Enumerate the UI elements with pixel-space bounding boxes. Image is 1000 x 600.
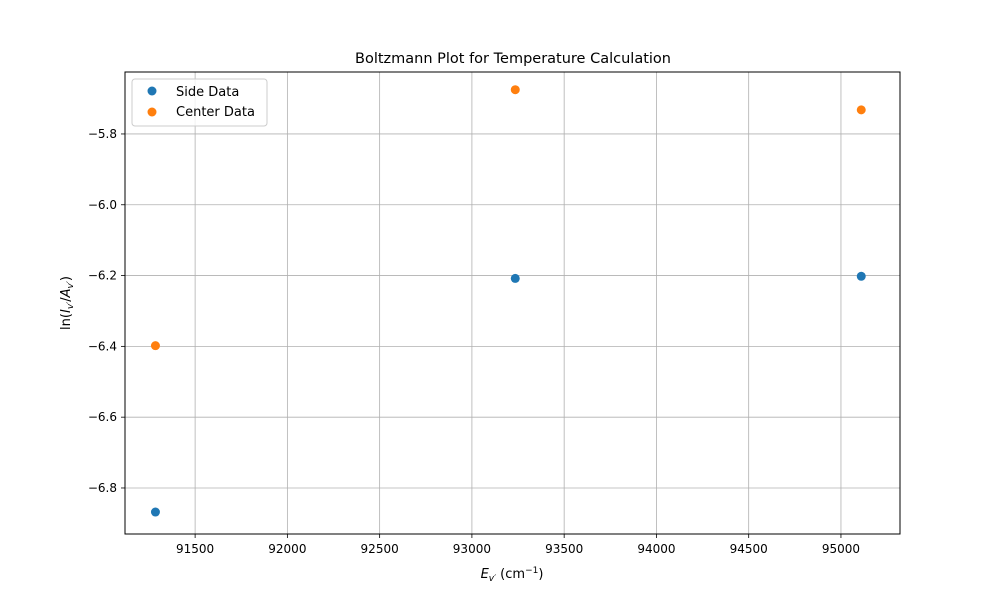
y-label-subscript-1: v′	[66, 302, 76, 309]
legend-box	[131, 78, 268, 127]
y-label-coefficient: A	[59, 289, 74, 299]
data-point-side-data	[856, 271, 866, 281]
y-axis-ticks: −6.8 −6.6 −6.4 −6.2 −6.0 −5.8	[88, 127, 125, 495]
y-label-close: )	[59, 276, 74, 281]
legend-label-side-data: Side Data	[176, 85, 239, 100]
chart-title: Boltzmann Plot for Temperature Calculati…	[355, 51, 671, 67]
grid-lines	[125, 72, 900, 534]
x-axis-label: Ev′ (cm−1)	[481, 566, 544, 584]
y-label-subscript-2: v′	[66, 281, 76, 288]
x-tick-label: 92000	[268, 542, 306, 556]
data-point-center-data	[856, 105, 866, 115]
y-tick-label: −6.6	[88, 410, 117, 424]
y-tick-label: −6.4	[88, 339, 117, 353]
x-label-unit: (cm	[500, 567, 525, 582]
x-axis-ticks: 91500 92000 92500 93000 93500 94000 94500 95000	[176, 534, 860, 556]
x-label-close: )	[538, 567, 543, 582]
x-tick-label: 92500	[361, 542, 399, 556]
y-label-prefix: ln(	[59, 313, 74, 330]
y-axis-label: ln(Iv′/Av′)	[59, 276, 76, 330]
x-tick-label: 93000	[453, 542, 491, 556]
legend-marker-center-data	[147, 107, 157, 117]
y-tick-label: −5.8	[88, 127, 117, 141]
data-point-center-data	[510, 85, 520, 95]
x-label-superscript: −1	[525, 566, 538, 576]
plot-frame	[124, 71, 901, 535]
x-label-symbol: E	[481, 567, 490, 582]
x-tick-label: 91500	[176, 542, 214, 556]
data-points	[150, 85, 866, 517]
y-label-intensity: I	[59, 309, 74, 313]
y-tick-label: −6.2	[88, 269, 117, 283]
y-tick-label: −6.8	[88, 481, 117, 495]
x-label-subscript: v′	[489, 574, 496, 584]
x-tick-label: 93500	[545, 542, 583, 556]
y-label-slash: /	[59, 297, 74, 302]
x-tick-label: 95000	[822, 542, 860, 556]
data-point-side-data	[510, 273, 520, 283]
legend: Side Data Center Data	[131, 78, 268, 127]
y-tick-label: −6.0	[88, 198, 117, 212]
data-point-side-data	[150, 507, 160, 517]
data-point-center-data	[150, 341, 160, 351]
legend-label-center-data: Center Data	[176, 105, 255, 120]
x-tick-label: 94500	[730, 542, 768, 556]
legend-marker-side-data	[147, 86, 157, 96]
x-tick-label: 94000	[637, 542, 675, 556]
